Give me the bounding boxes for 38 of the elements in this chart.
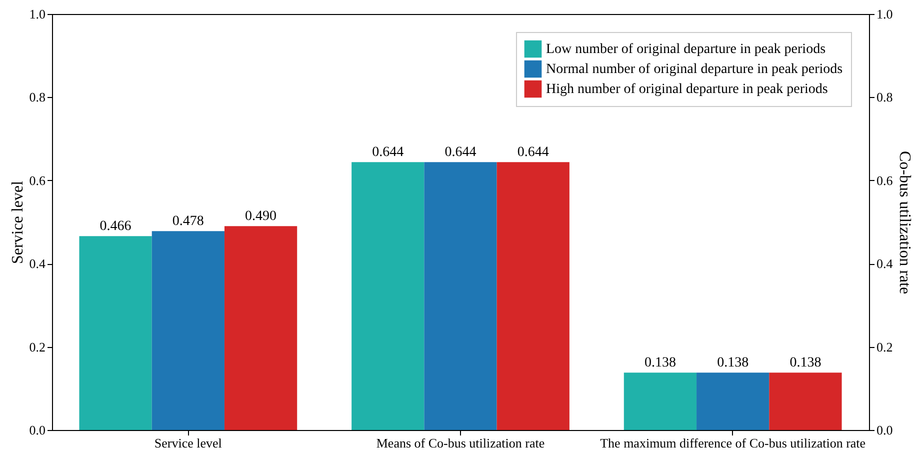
bar: [79, 236, 152, 430]
y2-tick-label: 0.8: [876, 90, 893, 105]
y-axis-title: Service level: [9, 180, 26, 264]
x-tick-label: Service level: [154, 436, 222, 450]
data-label: 0.138: [717, 356, 749, 371]
y-tick-label: 0.6: [29, 172, 46, 188]
legend-label: High number of original departure in peak periods: [546, 82, 828, 97]
bar: [152, 231, 224, 430]
data-label: 0.478: [172, 214, 204, 230]
data-label: 0.138: [790, 356, 822, 371]
data-label: 0.490: [245, 209, 277, 224]
y-tick-label: 1.0: [29, 6, 46, 22]
y-tick-label: 0.4: [29, 256, 46, 272]
y-tick-label: 0.8: [29, 90, 46, 105]
data-label: 0.644: [517, 145, 549, 160]
bar: [424, 162, 497, 430]
x-tick-label: Means of Co-bus utilization rate: [376, 436, 545, 450]
bar: [696, 372, 770, 430]
y2-tick-label: 1.0: [876, 6, 893, 22]
x-tick-label: The maximum difference of Co-bus utilization rate: [600, 436, 866, 450]
y2-tick-label: 0.6: [876, 172, 894, 188]
bar: [769, 372, 842, 430]
data-label: 0.466: [100, 219, 132, 234]
bar: [624, 372, 697, 430]
data-label: 0.644: [372, 145, 404, 160]
bar: [496, 162, 570, 430]
y2-axis-title: Co-bus utilization rate: [896, 150, 913, 294]
y2-tick-label: 0.2: [876, 339, 893, 354]
legend-label: Normal number of original departure in peak periods: [546, 62, 843, 77]
bar: [224, 226, 298, 430]
y-tick-label: 0.0: [29, 422, 46, 438]
y2-tick-label: 0.4: [876, 256, 894, 272]
legend-label: Low number of original departure in peak periods: [546, 42, 826, 57]
y2-tick-label: 0.0: [876, 422, 893, 438]
data-label: 0.138: [644, 356, 676, 371]
data-label: 0.644: [444, 145, 476, 160]
bar: [352, 162, 424, 430]
y-tick-label: 0.2: [29, 339, 46, 354]
